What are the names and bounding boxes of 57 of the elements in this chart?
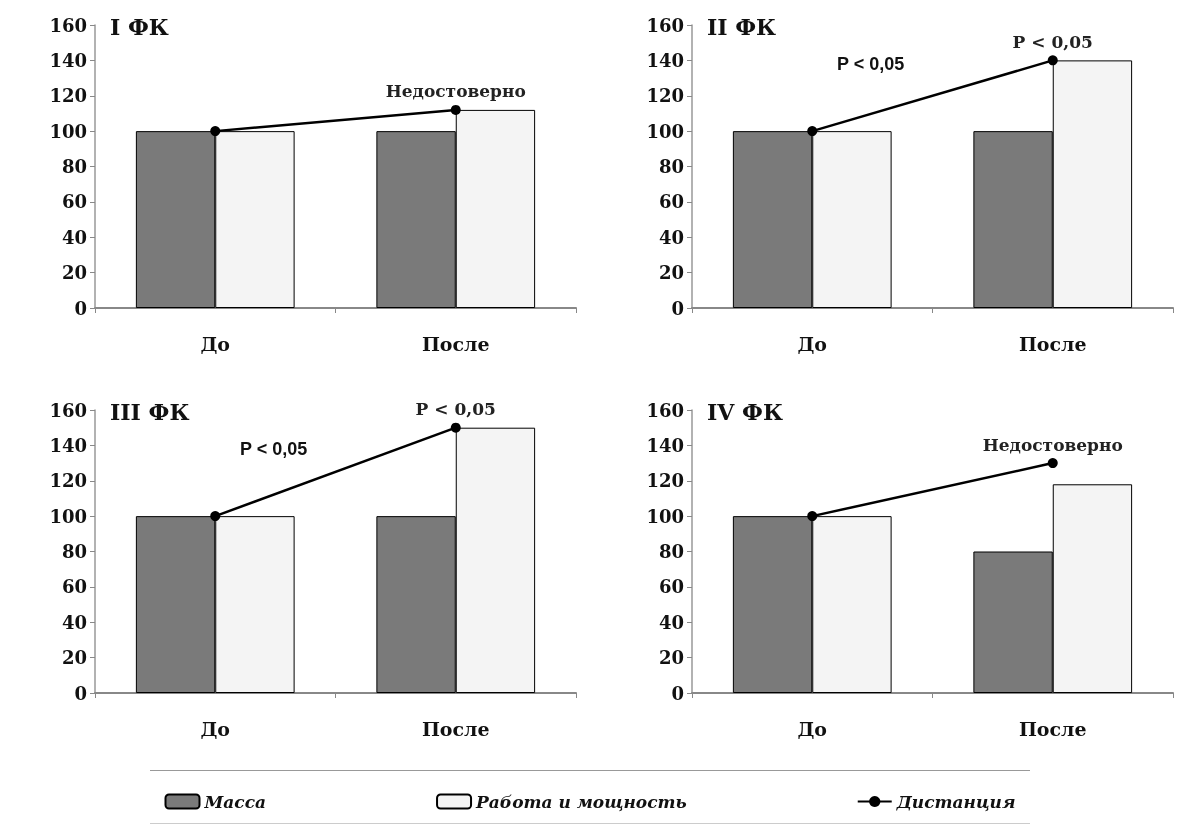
- y-tick-label: 160: [646, 399, 684, 421]
- annotation: P < 0,05: [240, 439, 308, 459]
- legend-label: Масса: [203, 791, 267, 812]
- x-tick-label: До: [200, 332, 231, 355]
- legend-label: Работа и мощность: [475, 791, 687, 812]
- x-tick-label: До: [200, 717, 231, 740]
- y-tick-label: 160: [49, 399, 87, 421]
- y-tick-label: 100: [49, 120, 87, 142]
- y-tick-label: 80: [61, 541, 87, 562]
- y-tick-label: 60: [658, 191, 684, 213]
- y-tick-label: 100: [646, 505, 684, 527]
- annotation: Недостоверно: [982, 434, 1123, 455]
- y-tick-label: 140: [49, 434, 87, 456]
- y-tick-label: 20: [61, 262, 87, 284]
- y-tick-label: 140: [646, 434, 684, 456]
- legend-label: Дистанция: [895, 791, 1016, 812]
- y-tick-label: 40: [658, 226, 684, 248]
- annotation: P < 0,05: [415, 399, 496, 420]
- y-tick-label: 160: [646, 14, 684, 36]
- y-tick-label: 120: [646, 470, 684, 492]
- y-tick-label: 120: [49, 470, 87, 492]
- annotation: P < 0,05: [1012, 31, 1093, 52]
- y-tick-label: 100: [49, 505, 87, 527]
- x-tick-label: После: [421, 717, 490, 740]
- chart-title: II ФК: [707, 14, 777, 40]
- annotation: Недостоверно: [385, 81, 526, 102]
- y-tick-label: 40: [61, 226, 87, 248]
- y-tick-label: 120: [49, 85, 87, 107]
- y-tick-label: 20: [658, 647, 684, 669]
- x-tick-label: После: [1018, 332, 1087, 355]
- y-tick-label: 100: [646, 120, 684, 142]
- y-tick-label: 0: [74, 297, 87, 319]
- y-tick-label: 0: [671, 297, 684, 319]
- y-tick-label: 40: [61, 611, 87, 633]
- y-tick-label: 60: [61, 191, 87, 213]
- x-tick-label: После: [421, 332, 490, 355]
- y-tick-label: 60: [658, 576, 684, 598]
- x-tick-label: До: [797, 717, 828, 740]
- chart-title: IV ФК: [707, 399, 783, 425]
- y-tick-label: 0: [74, 682, 87, 704]
- y-tick-label: 60: [61, 576, 87, 598]
- y-tick-label: 140: [49, 49, 87, 71]
- y-tick-label: 120: [646, 85, 684, 107]
- y-tick-label: 40: [658, 611, 684, 633]
- y-tick-label: 140: [646, 49, 684, 71]
- x-tick-label: До: [797, 332, 828, 355]
- x-tick-label: После: [1018, 717, 1087, 740]
- y-tick-label: 0: [671, 682, 684, 704]
- y-tick-label: 20: [61, 647, 87, 669]
- y-tick-label: 80: [658, 156, 684, 177]
- chart-title: I ФК: [110, 14, 169, 40]
- y-tick-label: 80: [658, 541, 684, 562]
- annotation: P < 0,05: [837, 54, 905, 74]
- y-tick-label: 80: [61, 156, 87, 177]
- y-tick-label: 20: [658, 262, 684, 284]
- y-tick-label: 160: [49, 14, 87, 36]
- chart-title: III ФК: [110, 399, 190, 425]
